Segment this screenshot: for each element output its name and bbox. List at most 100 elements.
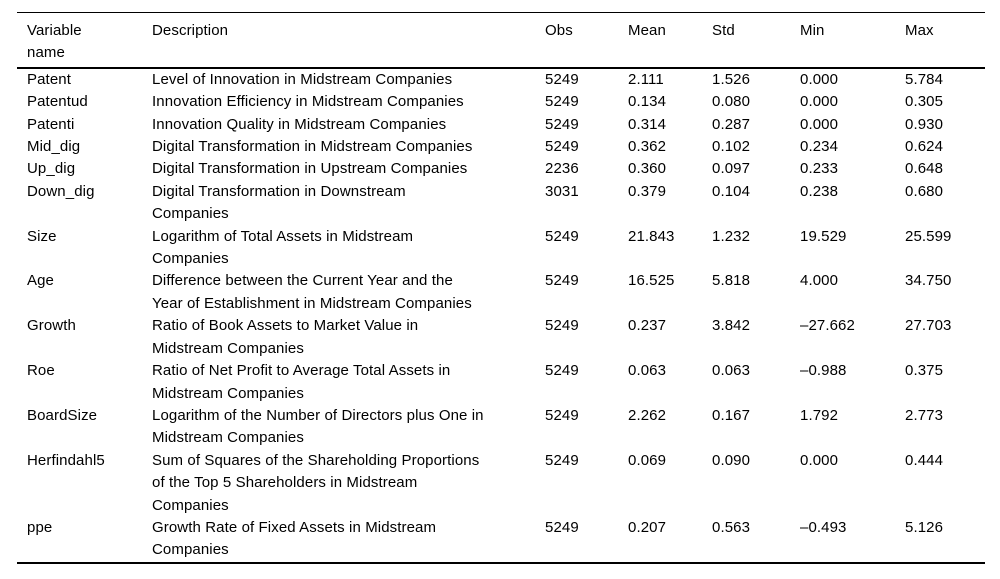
column-header-max: Max [905, 12, 985, 69]
cell-std: 0.090 [712, 451, 751, 469]
cell-description: Level of Innovation in Midstream Compani… [152, 70, 453, 88]
cell-max: 0.624 [905, 138, 944, 156]
cell-std: 1.526 [712, 70, 751, 88]
cell-variable: Herfindahl5 [27, 451, 105, 469]
cell-obs: 5249 [545, 518, 579, 536]
cell-mean: 0.237 [628, 317, 667, 335]
table-row: Up_dig Digital Transformation in Upstream… [17, 158, 985, 180]
cell-description: Ratio of Book Assets to Market Value in … [152, 317, 419, 357]
cell-max: 0.375 [905, 362, 944, 380]
cell-min: 0.233 [800, 160, 839, 178]
cell-variable: Up_dig [27, 160, 76, 178]
cell-description: Difference between the Current Year and … [152, 272, 472, 312]
cell-max: 2.773 [905, 406, 944, 424]
cell-max: 27.703 [905, 317, 952, 335]
cell-min: 0.000 [800, 451, 839, 469]
column-header-min: Min [800, 12, 905, 69]
table-row: Patent Level of Innovation in Midstream C… [17, 68, 985, 91]
cell-description: Innovation Quality in Midstream Companie… [152, 115, 447, 133]
table-row: Size Logarithm of Total Assets in Midstre… [17, 226, 985, 271]
cell-obs: 2236 [545, 160, 579, 178]
cell-min: 0.000 [800, 115, 839, 133]
cell-std: 0.063 [712, 362, 751, 380]
cell-max: 0.680 [905, 182, 944, 200]
cell-mean: 2.262 [628, 406, 667, 424]
column-header-obs: Obs [545, 12, 628, 69]
cell-max: 0.444 [905, 451, 944, 469]
cell-description: Sum of Squares of the Shareholding Propo… [152, 451, 480, 514]
cell-mean: 16.525 [628, 272, 675, 290]
cell-description: Logarithm of Total Assets in Midstream C… [152, 227, 414, 268]
cell-mean: 0.360 [628, 160, 667, 178]
cell-min: 0.000 [800, 70, 839, 88]
cell-description: Digital Transformation in Downstream Com… [152, 182, 406, 223]
cell-std: 0.563 [712, 518, 751, 536]
header-row: Variable name Description Obs Mean Std M… [17, 12, 985, 69]
cell-min: –0.493 [800, 518, 847, 536]
cell-obs: 3031 [545, 182, 579, 200]
cell-obs: 5249 [545, 70, 579, 88]
table-row: Age Difference between the Current Year a… [17, 270, 985, 315]
cell-max: 5.784 [905, 70, 944, 88]
cell-mean: 0.379 [628, 182, 667, 200]
cell-description: Growth Rate of Fixed Assets in Midstream… [152, 518, 437, 559]
table-row: Roe Ratio of Net Profit to Average Total … [17, 360, 985, 405]
cell-min: 1.792 [800, 406, 839, 424]
cell-std: 0.097 [712, 160, 751, 178]
cell-std: 5.818 [712, 272, 751, 290]
cell-max: 34.750 [905, 272, 952, 290]
cell-mean: 0.063 [628, 362, 667, 380]
cell-description: Innovation Efficiency in Midstream Compa… [152, 93, 464, 111]
table-row: Growth Ratio of Book Assets to Market Val… [17, 315, 985, 360]
cell-mean: 2.111 [628, 70, 664, 88]
cell-variable: BoardSize [27, 406, 98, 424]
cell-std: 3.842 [712, 317, 751, 335]
cell-std: 1.232 [712, 227, 751, 245]
cell-obs: 5249 [545, 138, 579, 156]
cell-obs: 5249 [545, 406, 579, 424]
cell-obs: 5249 [545, 93, 579, 111]
cell-max: 0.930 [905, 115, 944, 133]
table-row: ppe Growth Rate of Fixed Assets in Midstr… [17, 517, 985, 563]
cell-std: 0.104 [712, 182, 751, 200]
table-row: Mid_dig Digital Transformation in Midstre… [17, 136, 985, 158]
cell-min: 0.000 [800, 93, 839, 111]
cell-min: –0.988 [800, 362, 847, 380]
cell-variable: Down_dig [27, 182, 95, 200]
cell-min: 4.000 [800, 272, 839, 290]
cell-min: 19.529 [800, 227, 847, 245]
cell-variable: Age [27, 272, 54, 290]
column-header-description: Description [152, 12, 545, 69]
table-body: Patent Level of Innovation in Midstream C… [17, 68, 985, 563]
cell-description: Logarithm of the Number of Directors plu… [152, 406, 484, 447]
cell-min: –27.662 [800, 317, 855, 335]
cell-min: 0.234 [800, 138, 839, 156]
table-row: Herfindahl5 Sum of Squares of the Shareho… [17, 450, 985, 517]
cell-description: Digital Transformation in Upstream Compa… [152, 160, 468, 178]
cell-mean: 0.207 [628, 518, 667, 536]
cell-variable: Patenti [27, 115, 75, 133]
table-header: Variable name Description Obs Mean Std M… [17, 12, 985, 69]
cell-mean: 0.314 [628, 115, 667, 133]
cell-variable: Growth [27, 317, 76, 335]
cell-obs: 5249 [545, 227, 579, 245]
column-header-variable-name: Variable name [17, 12, 152, 69]
cell-max: 0.305 [905, 93, 944, 111]
cell-max: 5.126 [905, 518, 944, 536]
cell-description: Digital Transformation in Midstream Comp… [152, 138, 473, 156]
cell-description: Ratio of Net Profit to Average Total Ass… [152, 362, 451, 402]
cell-std: 0.080 [712, 93, 751, 111]
column-header-mean: Mean [628, 12, 712, 69]
cell-std: 0.167 [712, 406, 751, 424]
cell-variable: ppe [27, 518, 53, 536]
cell-mean: 0.069 [628, 451, 667, 469]
cell-variable: Mid_dig [27, 138, 81, 156]
table-row: BoardSize Logarithm of the Number of Dire… [17, 405, 985, 450]
cell-variable: Patentud [27, 93, 88, 111]
summary-statistics-table: Variable name Description Obs Mean Std M… [17, 12, 985, 564]
table-row: Patenti Innovation Quality in Midstream C… [17, 114, 985, 136]
cell-obs: 5249 [545, 362, 579, 380]
table-row: Down_dig Digital Transformation in Downst… [17, 181, 985, 226]
cell-obs: 5249 [545, 451, 579, 469]
